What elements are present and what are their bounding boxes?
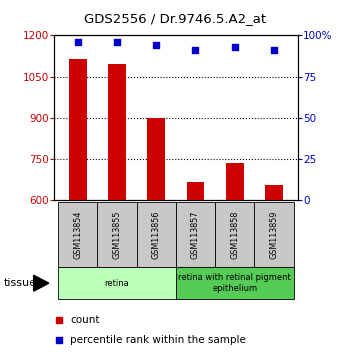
Bar (187, 182, 204, 200)
Bar (58, 267, 176, 299)
Point (153, 42, 159, 48)
Bar (176, 267, 294, 299)
Bar (265, 185, 283, 200)
Bar (215, 202, 254, 267)
Text: GSM113859: GSM113859 (270, 210, 279, 259)
Bar (58, 202, 97, 267)
Text: GSM113854: GSM113854 (73, 210, 82, 259)
Bar (226, 163, 244, 200)
Text: retina with retinal pigment
epithelium: retina with retinal pigment epithelium (178, 274, 291, 293)
Text: GSM113857: GSM113857 (191, 210, 200, 259)
Point (232, 44, 238, 50)
Bar (254, 202, 294, 267)
Bar (136, 202, 176, 267)
Bar (176, 202, 215, 267)
Point (193, 47, 198, 53)
Text: percentile rank within the sample: percentile rank within the sample (70, 335, 246, 345)
Text: GSM113855: GSM113855 (112, 210, 121, 259)
Text: retina: retina (105, 279, 130, 288)
Bar (147, 118, 165, 200)
Point (56, 337, 62, 343)
Point (56, 317, 62, 323)
Bar (108, 64, 126, 200)
Text: GDS2556 / Dr.9746.5.A2_at: GDS2556 / Dr.9746.5.A2_at (84, 12, 266, 25)
Point (271, 47, 277, 53)
Text: GSM113856: GSM113856 (152, 210, 161, 259)
Text: GSM113858: GSM113858 (230, 210, 239, 259)
Point (114, 39, 120, 45)
Bar (69, 59, 86, 200)
Point (75, 39, 80, 45)
Text: tissue: tissue (4, 278, 36, 288)
Polygon shape (34, 275, 49, 291)
Bar (97, 202, 136, 267)
Text: count: count (70, 315, 99, 325)
